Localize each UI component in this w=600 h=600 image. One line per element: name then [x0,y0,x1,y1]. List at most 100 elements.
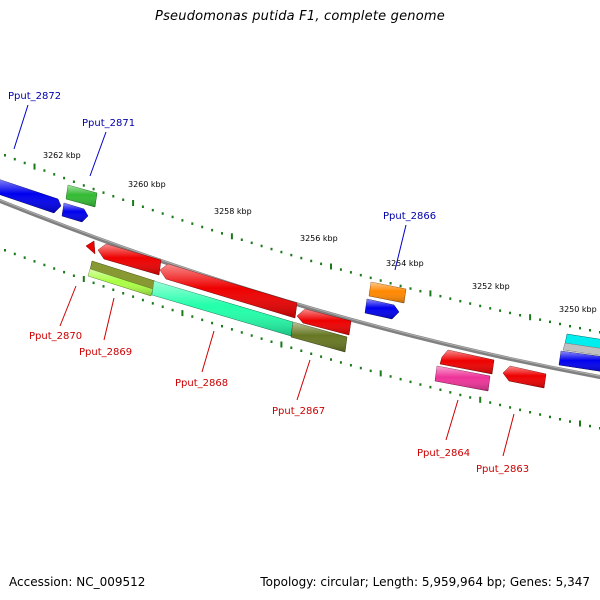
gene-cyan-right[interactable] [564,333,600,350]
gene-shading [435,366,490,391]
gene-shading [440,350,494,374]
minor-tick [569,324,571,328]
minor-tick [439,294,442,298]
minor-tick [300,256,303,260]
minor-tick [260,337,263,340]
minor-tick [549,320,551,324]
minor-tick [320,262,323,266]
minor-tick [349,364,352,367]
minor-tick [201,318,204,322]
scale-labels: 3262 kbp 3260 kbp 3258 kbp 3256 kbp 3254… [43,151,597,314]
minor-tick [221,324,223,328]
major-tick [479,396,482,403]
minor-tick [479,304,482,308]
minor-tick [122,292,125,295]
gene-label[interactable]: Pput_2868 [175,378,228,389]
minor-tick [499,403,502,407]
minor-tick [419,383,422,386]
minor-tick [389,282,392,285]
minor-tick [489,307,492,310]
minor-tick [141,298,144,302]
minor-tick [250,334,253,337]
major-tick [579,420,581,427]
gene-shading [291,322,347,352]
minor-tick [72,180,75,183]
minor-tick [449,391,452,394]
gene-label[interactable]: Pput_2870 [29,331,82,342]
minor-tick [4,249,6,252]
gene-shading [66,185,97,207]
scale-ticks-lower [4,249,600,430]
major-tick [529,314,532,321]
scale-label: 3258 kbp [214,207,252,216]
genome-summary-text: Topology: circular; Length: 5,959,964 bp… [260,575,590,589]
forward-strand-genes [0,179,600,372]
minor-tick [280,250,283,254]
reverse-gene-labels: Pput_2870 Pput_2869 Pput_2868 Pput_2867 … [29,331,529,475]
gene-shading [369,282,406,303]
gene-pput-2870[interactable] [85,240,96,255]
major-tick [330,263,332,270]
minor-tick [369,276,372,280]
forward-gene-labels: Pput_2872 Pput_2871 Pput_2866 [8,91,436,222]
minor-tick [320,355,323,358]
callout-line [89,131,107,177]
minor-tick [63,176,66,180]
minor-tick [489,401,492,404]
minor-tick [92,281,95,285]
minor-tick [191,222,194,225]
minor-tick [211,228,214,232]
genome-backbone [0,198,600,380]
minor-tick [310,259,313,263]
minor-tick [459,299,462,303]
gene-label[interactable]: Pput_2867 [272,406,325,417]
minor-tick [509,406,512,409]
scale-label: 3250 kbp [559,305,597,314]
minor-tick [72,274,75,277]
minor-tick [230,328,233,331]
minor-tick [23,256,26,259]
gene-label[interactable]: Pput_2866 [383,211,436,222]
gene-label[interactable]: Pput_2863 [476,464,529,475]
minor-tick [290,346,293,349]
scale-label: 3260 kbp [128,180,166,189]
minor-tick [4,154,6,157]
gene-label[interactable]: Pput_2864 [417,448,470,459]
minor-tick [589,329,591,332]
minor-tick [221,232,223,235]
minor-tick [240,331,243,334]
minor-tick [102,191,105,194]
minor-tick [509,311,512,315]
gene-label[interactable]: Pput_2869 [79,347,132,358]
minor-tick [161,305,164,308]
reverse-strand-genes [85,240,547,392]
minor-tick [63,270,66,274]
minor-tick [13,157,16,161]
gene-shading [152,281,293,336]
minor-tick [399,284,402,288]
minor-tick [250,241,253,245]
minor-tick [43,263,46,267]
gene-shading [62,203,88,222]
minor-tick [459,393,462,397]
minor-tick [13,252,16,256]
minor-tick [519,408,522,412]
gene-label[interactable]: Pput_2871 [82,118,135,129]
minor-tick [449,297,452,300]
forward-callout-lines [13,104,407,271]
gene-label[interactable]: Pput_2872 [8,91,61,102]
minor-tick [240,238,243,241]
gene-shading [160,264,297,318]
major-tick [280,341,283,348]
scale-ticks-upper [4,154,600,334]
gene-gray-right[interactable] [562,342,600,356]
gene-shading [98,244,161,275]
minor-tick [53,267,56,270]
minor-tick [161,212,164,215]
callout-line [59,285,77,327]
major-tick [230,233,233,240]
major-tick [429,290,432,297]
gene-shading [297,309,351,335]
